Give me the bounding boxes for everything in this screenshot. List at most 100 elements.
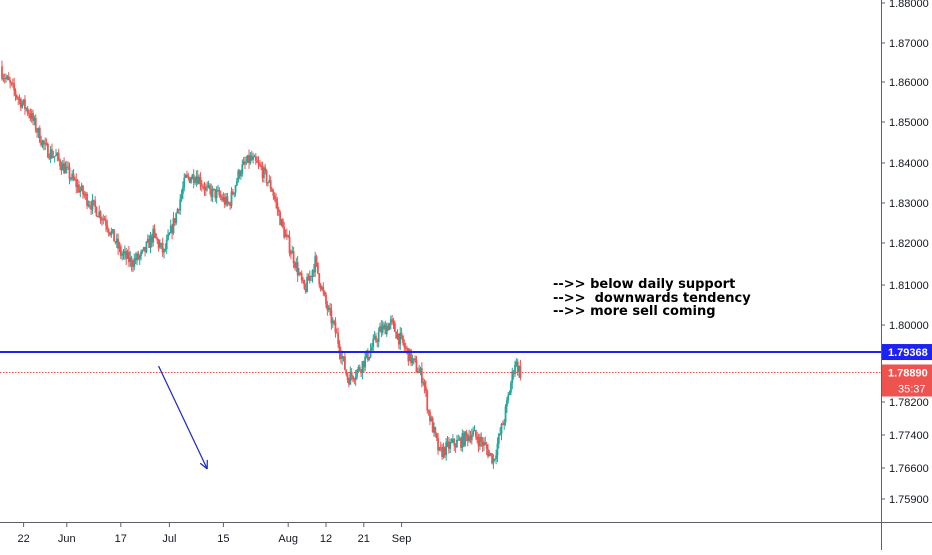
y-tick-label: 1.88000	[889, 0, 929, 10]
svg-text:1.78890: 1.78890	[888, 367, 928, 379]
candle	[212, 186, 214, 202]
candle	[426, 389, 428, 414]
candle	[185, 174, 187, 178]
candle	[370, 343, 372, 358]
candle	[352, 375, 354, 382]
x-tick-label: 17	[115, 533, 127, 545]
y-tick-label: 1.85000	[889, 117, 929, 129]
candle	[457, 434, 459, 440]
support-price-label: 1.79368	[882, 344, 932, 360]
candle	[86, 192, 88, 209]
candle	[128, 246, 130, 267]
candle	[453, 438, 455, 451]
candle	[258, 156, 260, 169]
candle	[479, 433, 481, 450]
candle	[75, 173, 77, 193]
y-tick-label: 1.77400	[889, 430, 929, 442]
candle	[289, 231, 291, 257]
candle	[243, 157, 245, 165]
candle	[167, 229, 169, 241]
candle	[82, 185, 84, 199]
candle	[335, 317, 337, 337]
candle	[331, 304, 333, 330]
candle	[306, 273, 308, 292]
candle	[297, 256, 299, 282]
y-tick-label: 1.81000	[889, 280, 929, 292]
y-tick-label: 1.83000	[889, 198, 929, 210]
candle	[104, 216, 106, 221]
candle	[175, 212, 177, 225]
candle	[520, 360, 522, 381]
candle	[32, 110, 34, 125]
candle	[152, 225, 154, 246]
candle	[200, 172, 202, 190]
arrow-layer	[159, 366, 208, 469]
candle	[5, 74, 7, 83]
candle	[139, 254, 141, 265]
price-axis-labels: 1.88000 1.87000 1.86000 1.85000 1.84000 1.830…	[881, 0, 929, 506]
candle	[216, 186, 218, 203]
levels-layer	[0, 352, 881, 372]
y-tick-label: 1.75900	[889, 494, 929, 506]
downtrend-arrow[interactable]	[159, 366, 208, 469]
candle	[54, 156, 56, 163]
candle	[58, 149, 60, 162]
candle	[162, 238, 164, 257]
current-price-label: 1.78890 35:37	[882, 364, 932, 396]
candle	[47, 142, 49, 158]
candle	[100, 210, 102, 224]
x-tick-label: Aug	[278, 533, 298, 545]
candle	[382, 320, 384, 335]
price-labels: 1.79368 1.78890 35:37	[882, 344, 932, 396]
candle	[233, 192, 235, 197]
y-tick-label: 1.78200	[889, 397, 929, 409]
candle	[267, 182, 269, 187]
candle	[252, 153, 254, 164]
candles-layer	[1, 61, 521, 469]
candle	[445, 438, 447, 461]
x-tick-label: 21	[358, 533, 370, 545]
candle	[24, 95, 26, 115]
candle	[55, 149, 57, 156]
candle	[173, 212, 175, 235]
x-tick-label: Jul	[162, 533, 176, 545]
y-tick-label: 1.87000	[889, 38, 929, 50]
candle	[131, 256, 133, 272]
candle	[113, 229, 115, 241]
bar-countdown: 35:37	[898, 383, 926, 395]
y-tick-label: 1.80000	[889, 320, 929, 332]
candle	[27, 106, 29, 116]
candle	[391, 315, 393, 325]
candle	[314, 252, 316, 277]
candle	[389, 323, 391, 330]
candle	[449, 439, 451, 453]
candle	[69, 163, 71, 185]
x-tick-label: Sep	[392, 533, 412, 545]
candle	[399, 327, 401, 350]
candle	[133, 254, 135, 271]
candle	[96, 206, 98, 217]
y-tick-label: 1.76600	[889, 463, 929, 475]
y-tick-label: 1.82000	[889, 238, 929, 250]
candle	[368, 357, 370, 361]
candle	[501, 423, 503, 440]
candle	[8, 72, 10, 80]
svg-text:1.79368: 1.79368	[888, 347, 928, 359]
x-tick-label: Jun	[58, 533, 76, 545]
candle	[471, 429, 473, 445]
candle	[301, 270, 303, 283]
candle	[421, 362, 423, 387]
y-tick-label: 1.86000	[889, 77, 929, 89]
candle	[117, 233, 119, 255]
candle	[1, 61, 3, 81]
annotation-line-1: -->> below daily support	[553, 277, 735, 292]
candle	[155, 233, 157, 239]
x-tick-label: 22	[17, 533, 29, 545]
candle	[344, 352, 346, 371]
y-tick-label: 1.84000	[889, 158, 929, 170]
candle	[120, 243, 122, 259]
